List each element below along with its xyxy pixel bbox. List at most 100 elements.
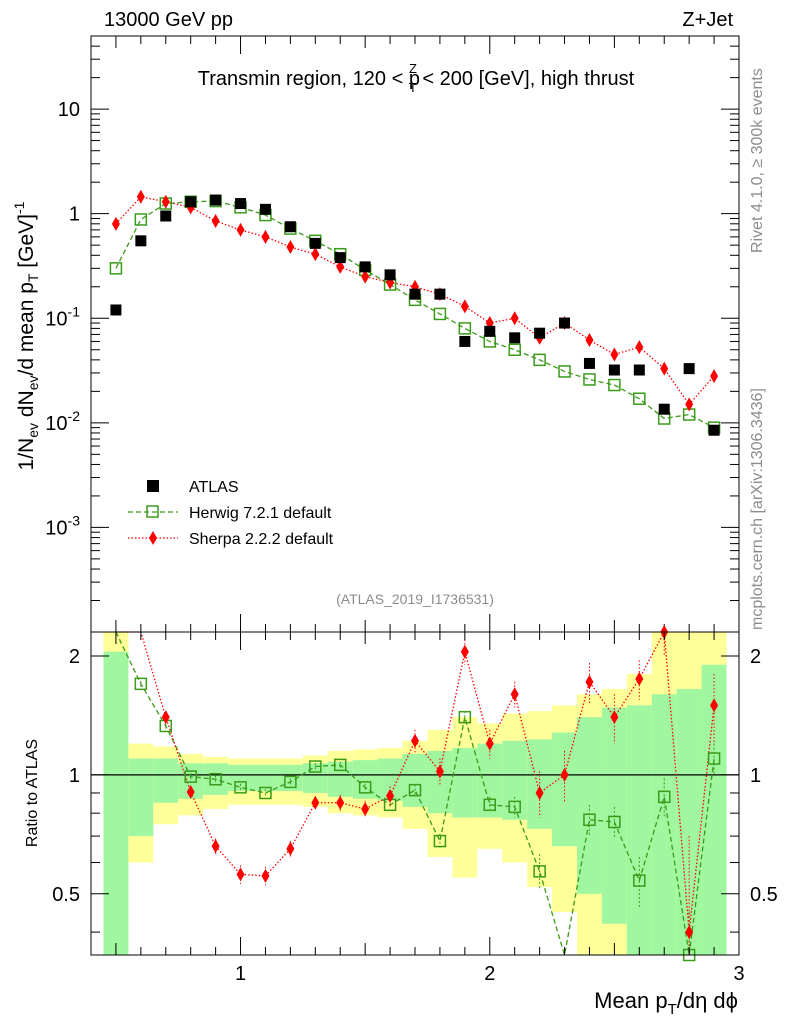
herwig-ratio-point <box>583 813 596 826</box>
atlas-point <box>210 194 222 206</box>
herwig-ratio-point <box>209 772 222 786</box>
sherpa-ratio-point <box>685 925 694 940</box>
ratio-band-inner <box>676 688 702 955</box>
sherpa-ratio-point <box>286 841 295 856</box>
herwig-ratio-line <box>115 631 715 956</box>
ratio-panel: 1 2 3 0.5 0.5 1 1 2 2 Ratio to ATLAS <box>24 625 778 985</box>
sherpa-ratio-point <box>460 644 469 659</box>
sherpa-point <box>361 269 370 284</box>
x-tick-label: 3 <box>733 963 744 985</box>
herwig-ratio-point <box>483 798 497 812</box>
ratio-y-tick-label: 2 <box>69 646 80 668</box>
sherpa-ratio-point <box>411 733 419 748</box>
sherpa-ratio-point <box>261 868 270 883</box>
herwig-ratio-point <box>234 781 247 794</box>
x-tick-label: 1 <box>235 963 246 985</box>
sherpa-point <box>635 340 644 355</box>
sherpa-point <box>460 299 469 314</box>
legend: ATLAS Herwig 7.2.1 default Sherpa 2.2.2 … <box>128 479 334 548</box>
ratio-y-axis-label: Ratio to ATLAS <box>24 739 41 847</box>
sherpa-ratio-point <box>311 795 320 810</box>
sherpa-point <box>510 311 519 326</box>
herwig-point <box>458 322 472 335</box>
y-tick-label: 10-3 <box>45 512 80 539</box>
ratio-band-inner <box>527 739 553 829</box>
atlas-point <box>384 269 396 281</box>
herwig-ratio-point <box>134 677 148 691</box>
herwig-ratio-point <box>284 775 297 789</box>
atlas-point <box>334 252 346 264</box>
atlas-point <box>110 304 122 316</box>
herwig-ratio-point <box>657 790 671 804</box>
herwig-ratio-point <box>259 786 272 800</box>
sherpa-ratio-point <box>635 671 644 686</box>
atlas-point <box>583 357 595 369</box>
atlas-point <box>658 403 670 415</box>
ratio-panel-marks <box>91 625 739 962</box>
herwig-line <box>115 200 715 429</box>
atlas-point <box>259 203 271 215</box>
sherpa-ratio-point <box>510 687 519 702</box>
atlas-point <box>608 364 620 376</box>
ratio-band-inner <box>402 753 428 807</box>
sherpa-ratio-point <box>435 764 444 779</box>
sherpa-ratio-point <box>336 795 345 810</box>
x-tick-label: 2 <box>484 963 495 985</box>
herwig-point <box>508 343 521 356</box>
y-axis-label: 1/Nev dNev/d mean pT [GeV]-1 <box>11 201 41 470</box>
ratio-band-inner <box>128 758 154 837</box>
y-tick-label: 10 <box>58 99 80 121</box>
atlas-point <box>434 288 446 300</box>
rivet-version-label: Rivet 4.1.0, ≥ 300k events <box>749 68 766 253</box>
y-tick-label: 10-1 <box>45 303 80 330</box>
sherpa-ratio-point <box>610 710 619 725</box>
x-axis-label: Mean pT/dη dϕ <box>594 988 738 1018</box>
herwig-point <box>109 262 123 275</box>
ratio-y-tick-label-right: 0.5 <box>750 884 778 906</box>
y-tick-label: 10-2 <box>45 408 80 435</box>
ratio-band-inner <box>626 705 652 955</box>
atlas-point <box>459 335 471 347</box>
sherpa-point <box>660 361 669 376</box>
sherpa-ratio-point <box>585 674 594 689</box>
energy-label: 13000 GeV pp <box>104 9 233 31</box>
sherpa-point <box>261 229 270 244</box>
sherpa-point <box>336 259 345 274</box>
legend-atlas-marker <box>147 480 159 492</box>
ratio-y-tick-label-right: 1 <box>750 765 761 787</box>
ratio-axes: 1 2 3 0.5 0.5 1 1 2 2 <box>52 632 778 985</box>
atlas-point <box>135 235 147 247</box>
herwig-point <box>134 213 148 226</box>
atlas-point <box>309 237 321 249</box>
sherpa-ratio-point <box>186 785 195 800</box>
atlas-point <box>359 261 371 273</box>
ratio-band-inner <box>427 750 453 814</box>
herwig-ratio-point <box>633 874 646 887</box>
main-y-axis: 10-3 10-2 10-1 1 10 <box>45 35 740 633</box>
legend-atlas-label: ATLAS <box>189 479 239 496</box>
herwig-point <box>433 307 447 321</box>
herwig-ratio-point <box>358 781 372 794</box>
herwig-ratio-point <box>533 865 546 878</box>
herwig-point <box>583 373 596 386</box>
herwig-ratio-point <box>458 710 472 724</box>
sherpa-point <box>161 194 170 209</box>
atlas-point <box>160 210 172 222</box>
ratio-band-inner <box>103 651 129 955</box>
atlas-point <box>633 364 645 376</box>
analysis-id-label: (ATLAS_2019_I1736531) <box>336 591 494 607</box>
legend-sherpa-label: Sherpa 2.2.2 default <box>189 531 334 548</box>
herwig-ratio-point <box>408 783 422 797</box>
sherpa-ratio-point <box>560 767 569 782</box>
atlas-point <box>409 288 421 300</box>
main-panel-marks <box>109 189 721 436</box>
atlas-point <box>534 327 546 339</box>
y-tick-label: 1 <box>69 204 80 226</box>
sherpa-point <box>286 240 295 255</box>
atlas-point <box>708 424 720 436</box>
herwig-point <box>558 365 571 378</box>
sherpa-point <box>236 222 245 237</box>
ratio-y-tick-label: 0.5 <box>52 884 80 906</box>
herwig-point <box>633 392 646 405</box>
sherpa-point <box>585 332 594 347</box>
